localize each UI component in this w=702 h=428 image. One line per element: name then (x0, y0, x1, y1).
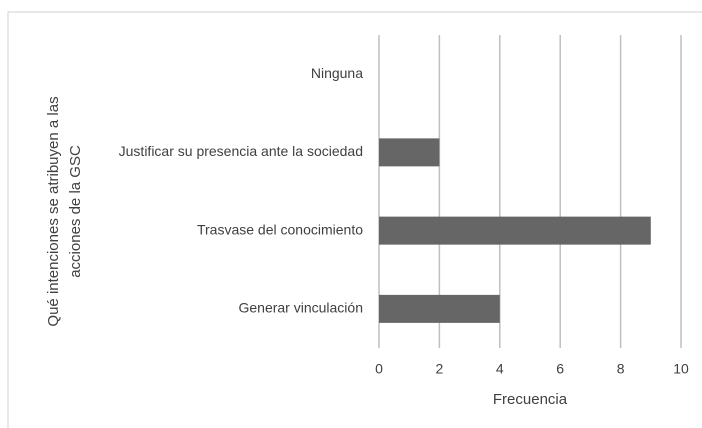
x-tick-label: 4 (496, 361, 504, 377)
y-axis-label: acciones de la GSC (67, 145, 84, 278)
y-tick-label: Generar vinculación (238, 300, 363, 316)
y-tick-label: Ninguna (311, 65, 363, 81)
bar (379, 216, 651, 245)
x-tick-label: 2 (436, 361, 444, 377)
x-tick-label: 0 (375, 361, 383, 377)
y-axis-label: Qué intenciones se atribuyen a las (45, 96, 62, 326)
x-axis-label: Frecuencia (493, 391, 568, 408)
bar (379, 138, 440, 167)
y-tick-label: Trasvase del conocimiento (197, 221, 363, 237)
y-tick-label: Justificar su presencia ante la sociedad (119, 143, 363, 159)
chart-frame (7, 11, 702, 428)
x-tick-label: 6 (556, 361, 564, 377)
x-tick-label: 8 (617, 361, 625, 377)
x-tick-label: 10 (673, 361, 689, 377)
bar (379, 294, 500, 323)
